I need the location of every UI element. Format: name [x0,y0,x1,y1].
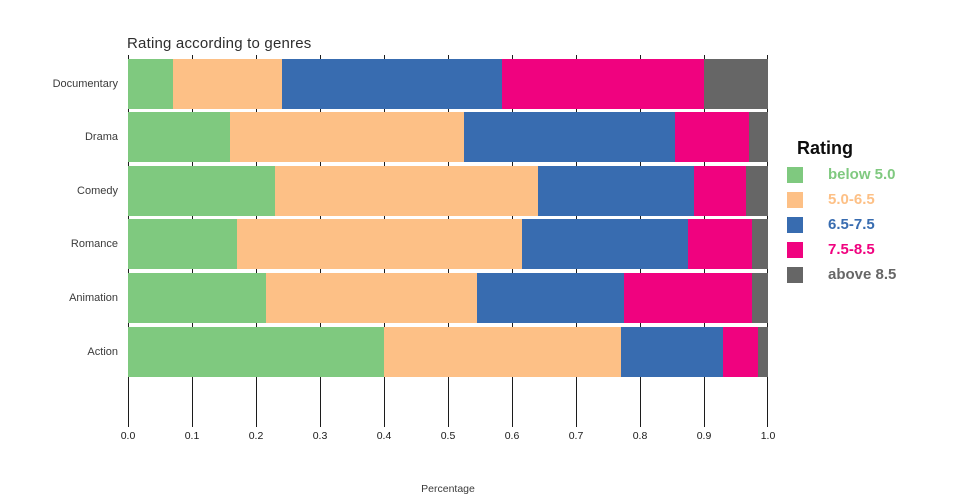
legend-label: 5.0-6.5 [828,191,875,208]
bar-segment-romance-5.0-6.5 [236,219,522,270]
x-tick-0.9: 0.9 [696,430,712,442]
plot-area [128,55,768,427]
x-tick-0.0: 0.0 [120,430,136,442]
legend-swatch-icon [787,192,803,208]
legend-swatch-icon [787,267,803,283]
legend-item-7.5-8.5: 7.5-8.5 [787,242,957,258]
legend-label: below 5.0 [828,166,896,183]
bar-segment-action-7.5-8.5 [723,326,759,377]
legend-swatch-icon [787,167,803,183]
legend: Rating below 5.0 5.0-6.5 6.5-7.5 7.5-8.5 abo… [787,138,957,292]
bar-segment-comedy-6.5-7.5 [537,165,695,216]
bar-segment-romance-7.5-8.5 [687,219,752,270]
bar-row-animation [128,272,768,323]
x-tick-0.5: 0.5 [440,430,456,442]
bar-segment-documentary-6.5-7.5 [281,58,503,109]
legend-label: 6.5-7.5 [828,216,875,233]
bar-segment-comedy-above-8.5 [745,165,768,216]
x-tick-0.1: 0.1 [184,430,200,442]
bar-segment-animation-below-5.0 [128,272,266,323]
bar-segment-documentary-above-8.5 [703,58,768,109]
legend-title: Rating [797,138,853,158]
bar-segment-romance-below-5.0 [128,219,237,270]
y-label-action: Action [87,345,118,358]
y-label-comedy: Comedy [77,184,118,197]
bar-segment-drama-above-8.5 [748,112,768,163]
bar-segment-comedy-7.5-8.5 [694,165,746,216]
legend-swatch-icon [787,242,803,258]
y-label-animation: Animation [69,291,118,304]
bar-segment-action-5.0-6.5 [384,326,621,377]
x-tick-0.4: 0.4 [376,430,392,442]
bar-segment-drama-7.5-8.5 [675,112,749,163]
y-label-romance: Romance [70,238,118,251]
bar-segment-romance-above-8.5 [751,219,768,270]
bar-segment-action-below-5.0 [128,326,384,377]
chart-title: Rating according to genres [127,35,312,52]
bar-row-documentary [128,58,768,109]
legend-item-above-8.5: above 8.5 [787,267,957,283]
bar-segment-action-above-8.5 [758,326,768,377]
x-tick-1.0: 1.0 [760,430,776,442]
bar-segment-animation-5.0-6.5 [265,272,477,323]
bar-segment-documentary-5.0-6.5 [172,58,282,109]
bar-segment-action-6.5-7.5 [620,326,724,377]
bar-segment-comedy-below-5.0 [128,165,276,216]
bar-segment-animation-above-8.5 [751,272,768,323]
x-tick-0.2: 0.2 [248,430,264,442]
bar-row-drama [128,112,768,163]
bar-row-romance [128,219,768,270]
bar-segment-animation-7.5-8.5 [623,272,752,323]
bar-segment-drama-5.0-6.5 [230,112,464,163]
bar-segment-romance-6.5-7.5 [521,219,688,270]
bar-segment-drama-below-5.0 [128,112,231,163]
bar-row-action [128,326,768,377]
y-label-drama: Drama [84,131,118,144]
legend-item-6.5-7.5: 6.5-7.5 [787,217,957,233]
legend-swatch-icon [787,217,803,233]
legend-item-below-5.0: below 5.0 [787,167,957,183]
x-tick-0.7: 0.7 [568,430,584,442]
x-tick-0.6: 0.6 [504,430,520,442]
x-axis-title: Percentage [421,483,475,495]
bar-segment-documentary-7.5-8.5 [502,58,704,109]
bar-segment-drama-6.5-7.5 [463,112,676,163]
legend-label: 7.5-8.5 [828,241,875,258]
x-tick-0.8: 0.8 [632,430,648,442]
y-label-documentary: Documentary [52,77,118,90]
legend-item-5.0-6.5: 5.0-6.5 [787,192,957,208]
bar-row-comedy [128,165,768,216]
legend-label: above 8.5 [828,266,897,283]
legend-items: below 5.0 5.0-6.5 6.5-7.5 7.5-8.5 above 8.5 [787,167,957,283]
bar-segment-comedy-5.0-6.5 [275,165,538,216]
x-tick-0.3: 0.3 [312,430,328,442]
bar-segment-documentary-below-5.0 [128,58,173,109]
bar-segment-animation-6.5-7.5 [476,272,624,323]
